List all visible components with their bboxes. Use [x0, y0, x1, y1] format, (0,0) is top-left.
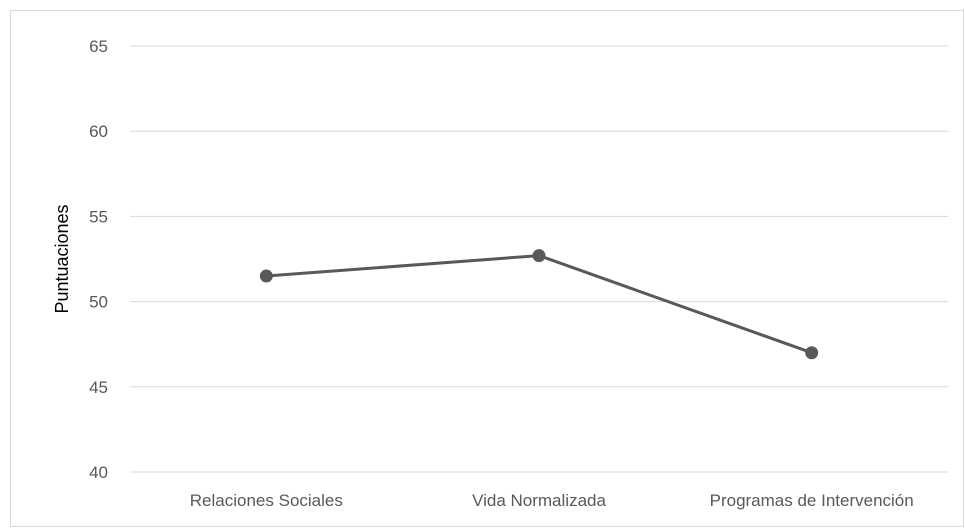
series-layer [259, 249, 819, 360]
y-tick-label: 40 [89, 463, 108, 482]
y-axis-tick-labels: 40 45 50 55 60 65 [89, 37, 108, 482]
x-tick-label: Relaciones Sociales [190, 491, 343, 510]
y-tick-label: 60 [89, 122, 108, 141]
y-tick-label: 50 [89, 293, 108, 312]
y-tick-label: 55 [89, 207, 108, 226]
data-point [805, 346, 819, 360]
y-tick-label: 45 [89, 378, 108, 397]
x-axis-tick-labels: Relaciones Sociales Vida Normalizada Progr… [190, 491, 914, 510]
gridlines [130, 45, 948, 473]
x-tick-label: Programas de Intervención [710, 491, 914, 510]
data-point [259, 269, 273, 283]
series-line [266, 254, 813, 355]
y-axis-title: Puntuaciones [52, 204, 72, 313]
data-point [532, 249, 546, 263]
x-tick-label: Vida Normalizada [472, 491, 606, 510]
chart-area [10, 10, 964, 527]
y-tick-label: 65 [89, 37, 108, 56]
